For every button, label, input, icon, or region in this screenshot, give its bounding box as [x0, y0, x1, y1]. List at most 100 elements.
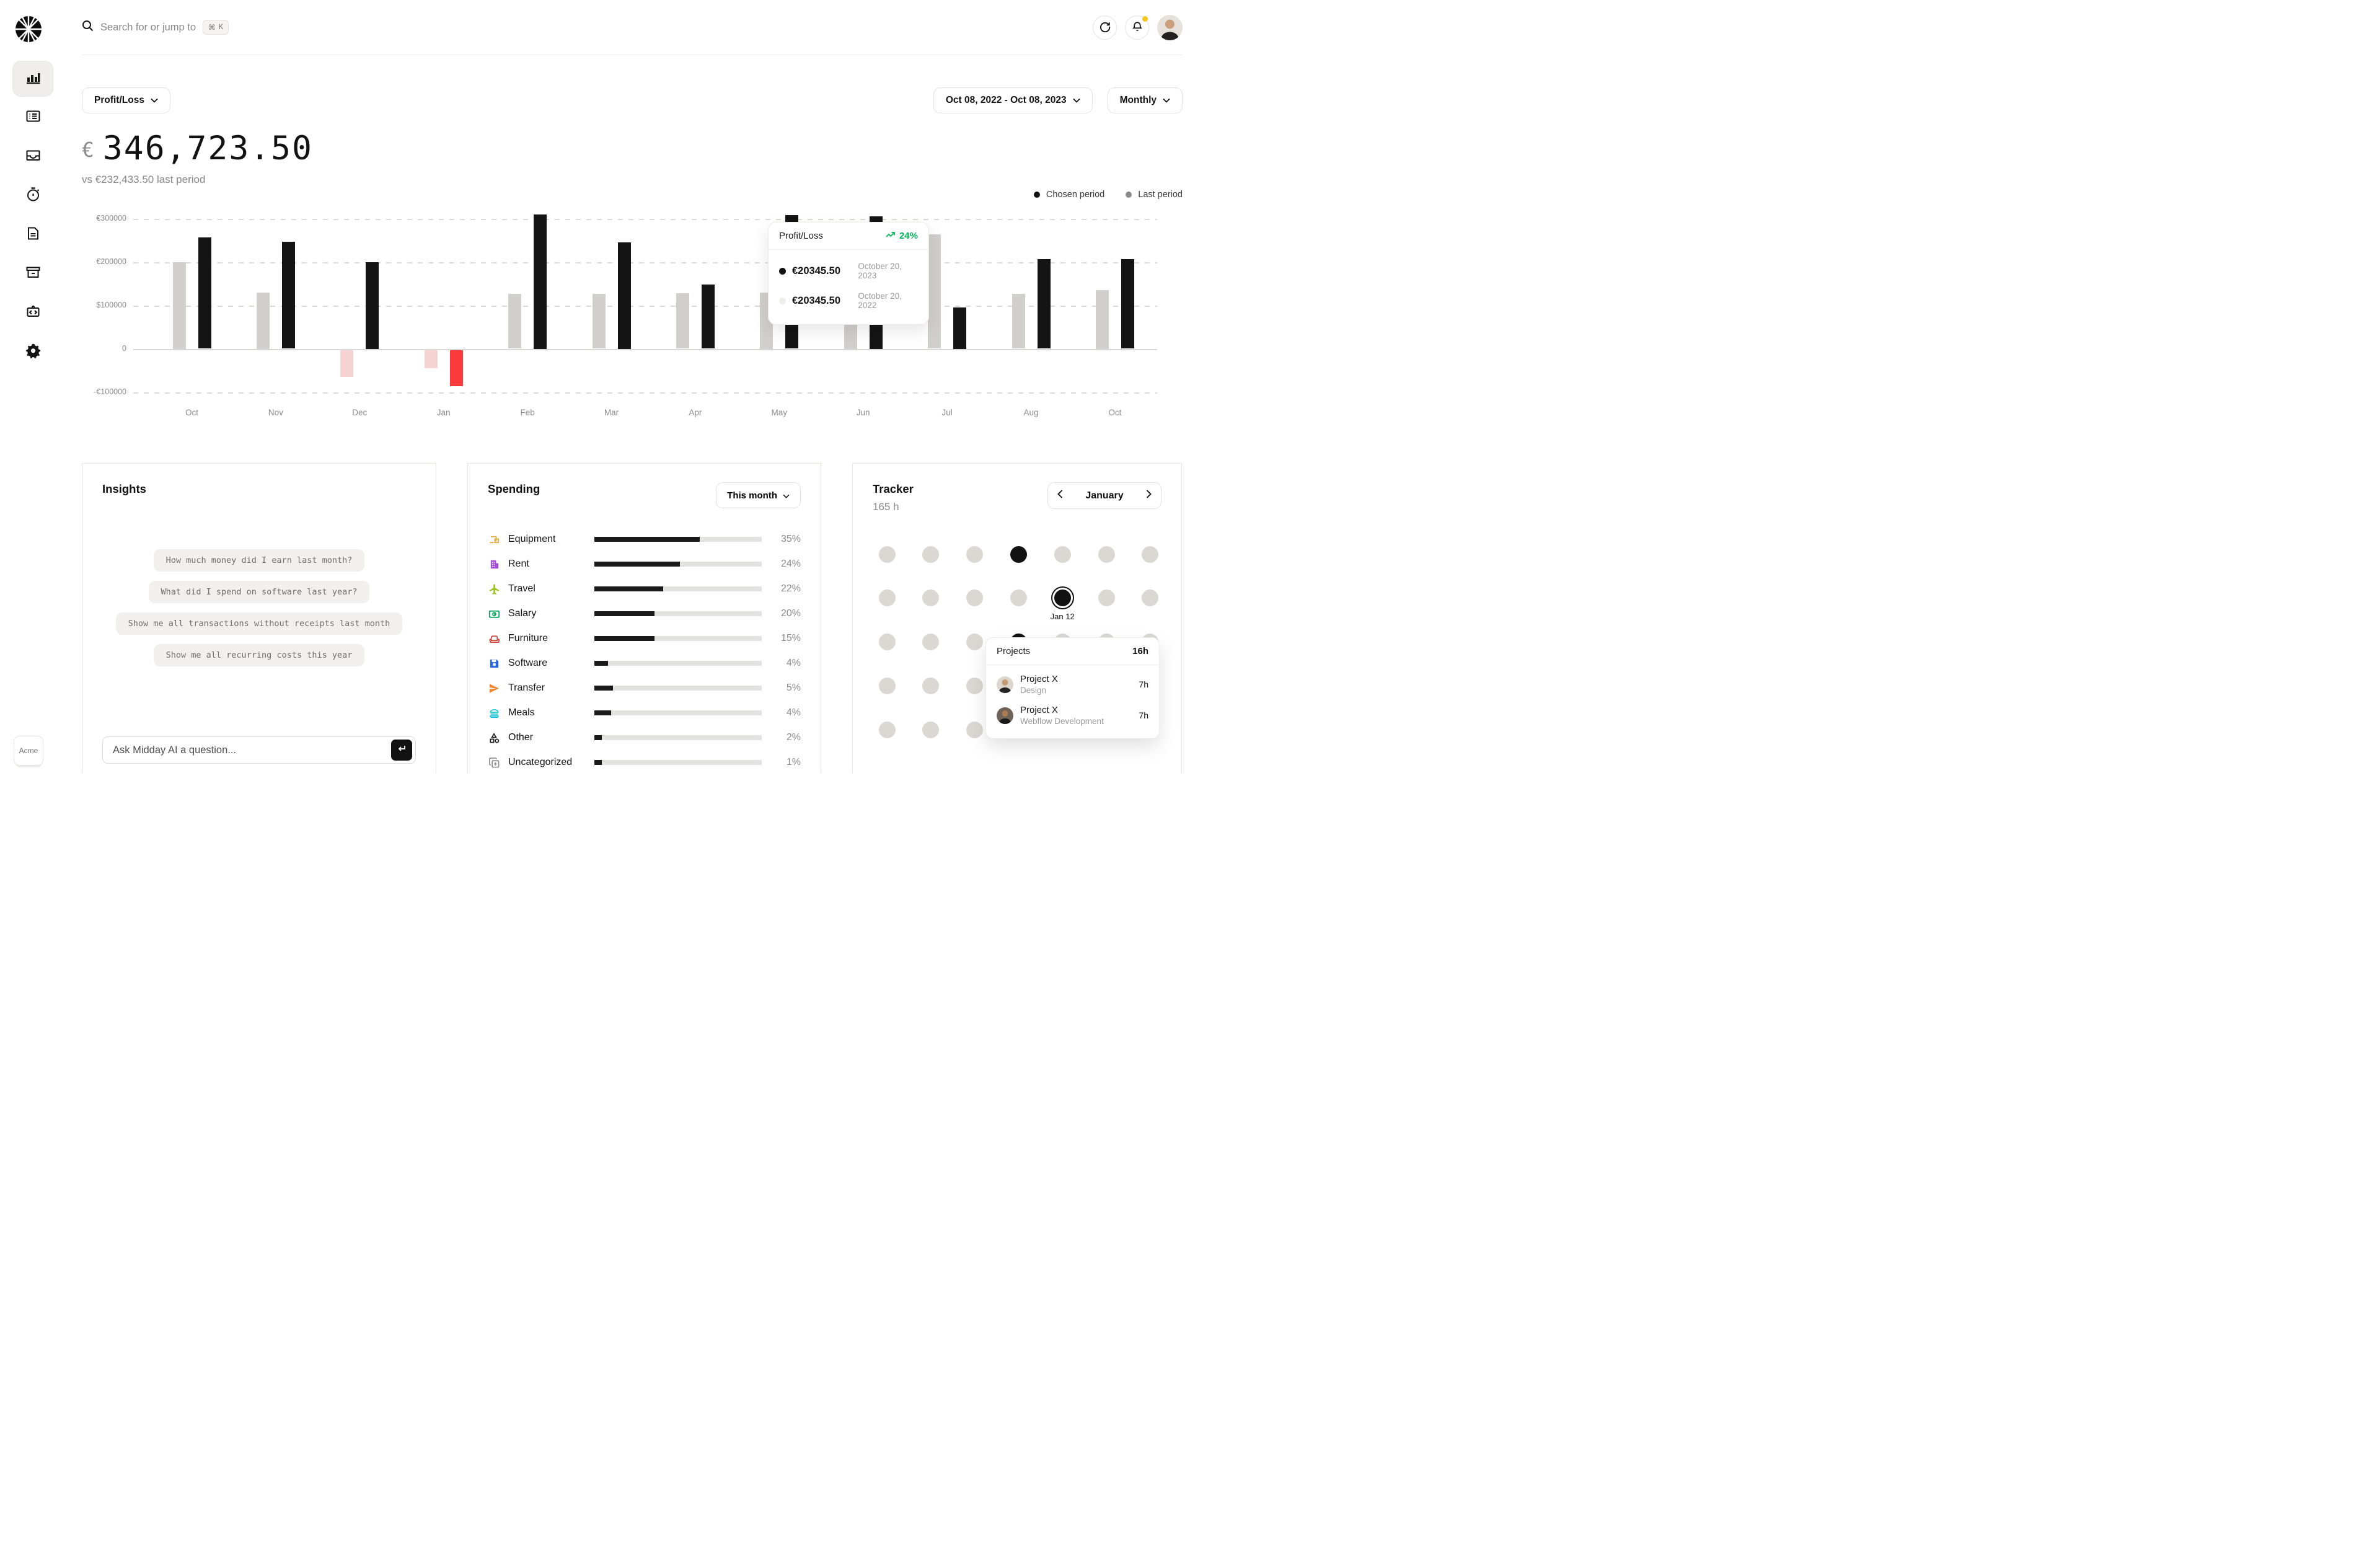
project-row[interactable]: Project X Design 7h [997, 669, 1148, 700]
comparison-text: vs €232,433.50 last period [82, 174, 206, 185]
suggestion-pill[interactable]: How much money did I earn last month? [153, 549, 365, 572]
chart-bar[interactable] [1037, 258, 1051, 349]
sidebar-item-tracker[interactable] [12, 178, 53, 214]
sidebar-item-transactions[interactable] [12, 100, 53, 136]
tracker-day[interactable] [878, 634, 896, 650]
spending-row[interactable]: Uncategorized 1% [488, 750, 801, 773]
tracker-day[interactable] [1142, 546, 1159, 563]
spending-row[interactable]: Transfer 5% [488, 676, 801, 700]
chart-bar[interactable] [676, 293, 689, 349]
tracker-day[interactable] [966, 590, 984, 607]
tracker-day[interactable] [922, 634, 940, 650]
legend-item: Last period [1126, 190, 1183, 200]
chart-bar[interactable] [256, 292, 270, 349]
sidebar-item-settings[interactable] [12, 334, 53, 370]
sidebar-item-apps[interactable] [12, 295, 53, 331]
chart-bar[interactable] [592, 293, 606, 349]
chart-bar[interactable] [534, 214, 547, 349]
chart-bar[interactable] [1011, 293, 1025, 349]
chart-bar[interactable] [928, 234, 941, 349]
sync-button[interactable] [1093, 15, 1117, 40]
suggestion-pill[interactable]: What did I spend on software last year? [148, 581, 370, 603]
tracker-day[interactable] [878, 721, 896, 738]
chart-bar[interactable] [701, 284, 715, 349]
spending-row[interactable]: Rent 24% [488, 552, 801, 576]
chevron-left-icon[interactable] [1057, 490, 1063, 501]
x-axis-label: Dec [352, 408, 368, 417]
tracker-day[interactable] [922, 590, 940, 607]
progress-fill [594, 611, 655, 616]
chart-bar[interactable] [508, 293, 522, 349]
tracker-day[interactable] [922, 677, 940, 694]
profit-loss-chart[interactable]: €300000 €200000 $100000 0 -€100000 Oct Nov Dec J… [82, 208, 1183, 428]
category-name: Furniture [508, 633, 549, 643]
progress-fill [594, 562, 680, 567]
chart-controls: Profit/Loss Oct 08, 2022 - Oct 08, 2023 … [82, 87, 1183, 113]
user-avatar[interactable] [1157, 14, 1183, 40]
tracker-day[interactable] [922, 721, 940, 738]
tracker-day[interactable] [1010, 546, 1027, 563]
chart-bar[interactable] [1121, 259, 1134, 349]
legend-dot-icon [1033, 192, 1040, 198]
chart-bar[interactable] [366, 262, 379, 349]
tooltip-row: €20345.50 October 20, 2023 [779, 256, 918, 286]
tracker-day[interactable] [966, 546, 984, 563]
chart-bar[interactable] [281, 241, 295, 349]
notifications-button[interactable] [1125, 15, 1149, 40]
chevron-right-icon[interactable] [1146, 490, 1152, 501]
spending-row[interactable]: Equipment 35% [488, 527, 801, 552]
tracker-day[interactable] [878, 590, 896, 607]
team-switcher[interactable]: Acme [14, 736, 43, 766]
building-icon [488, 558, 500, 570]
topbar: Search for or jump to ⌘ K [82, 0, 1183, 55]
progress-fill [594, 537, 700, 542]
suggestion-pill[interactable]: Show me all recurring costs this year [153, 644, 365, 666]
tracker-day[interactable] [1142, 590, 1159, 607]
sidebar-item-vault[interactable] [12, 256, 53, 292]
tracker-day[interactable] [966, 677, 984, 694]
chart-bar[interactable] [617, 242, 631, 349]
search-icon [82, 20, 94, 35]
granularity-select[interactable]: Monthly [1107, 87, 1183, 113]
chart-bar[interactable] [424, 350, 438, 368]
tracker-day[interactable] [1098, 590, 1115, 607]
paper-plane-icon [488, 682, 500, 694]
spending-row[interactable]: Travel 22% [488, 576, 801, 601]
sidebar-item-overview[interactable] [12, 61, 53, 97]
category-percent: 4% [786, 658, 801, 668]
spending-row[interactable]: Meals 4% [488, 700, 801, 725]
tracker-day[interactable] [878, 677, 896, 694]
chart-bar[interactable] [172, 262, 186, 349]
spending-period-select[interactable]: This month [716, 482, 801, 508]
midday-logo-icon[interactable] [14, 15, 43, 43]
chart-bar[interactable] [449, 350, 463, 386]
chart-bar[interactable] [340, 350, 354, 377]
spending-row[interactable]: Software 4% [488, 651, 801, 676]
sidebar-item-invoices[interactable] [12, 217, 53, 253]
tracker-day[interactable] [1054, 546, 1071, 563]
metric-select[interactable]: Profit/Loss [82, 87, 170, 113]
tracker-day[interactable] [966, 721, 984, 738]
date-range-select[interactable]: Oct 08, 2022 - Oct 08, 2023 [933, 87, 1093, 113]
category-name: Other [508, 732, 534, 743]
projects-popover: Projects 16h Project X Design [985, 637, 1160, 739]
tracker-day[interactable] [966, 634, 984, 650]
chart-bar[interactable] [198, 237, 211, 349]
progress-bar [594, 710, 762, 715]
tracker-day[interactable] [878, 546, 896, 563]
project-row[interactable]: Project X Webflow Development 7h [997, 700, 1148, 731]
tracker-day-selected[interactable] [1054, 590, 1071, 607]
chart-bar[interactable] [953, 307, 967, 349]
chart-bar[interactable] [1095, 290, 1109, 349]
sidebar-item-inbox[interactable] [12, 139, 53, 175]
tracker-day[interactable] [922, 546, 940, 563]
spending-row[interactable]: Other 2% [488, 725, 801, 750]
submit-question-button[interactable] [391, 740, 412, 761]
spending-row[interactable]: Furniture 15% [488, 626, 801, 651]
ai-question-input[interactable]: Ask Midday AI a question... [102, 736, 416, 764]
suggestion-pill[interactable]: Show me all transactions without receipt… [115, 612, 403, 635]
global-search[interactable]: Search for or jump to ⌘ K [82, 20, 229, 35]
tracker-day[interactable] [1098, 546, 1115, 563]
spending-row[interactable]: Salary 20% [488, 601, 801, 626]
tracker-day[interactable] [1010, 590, 1027, 607]
